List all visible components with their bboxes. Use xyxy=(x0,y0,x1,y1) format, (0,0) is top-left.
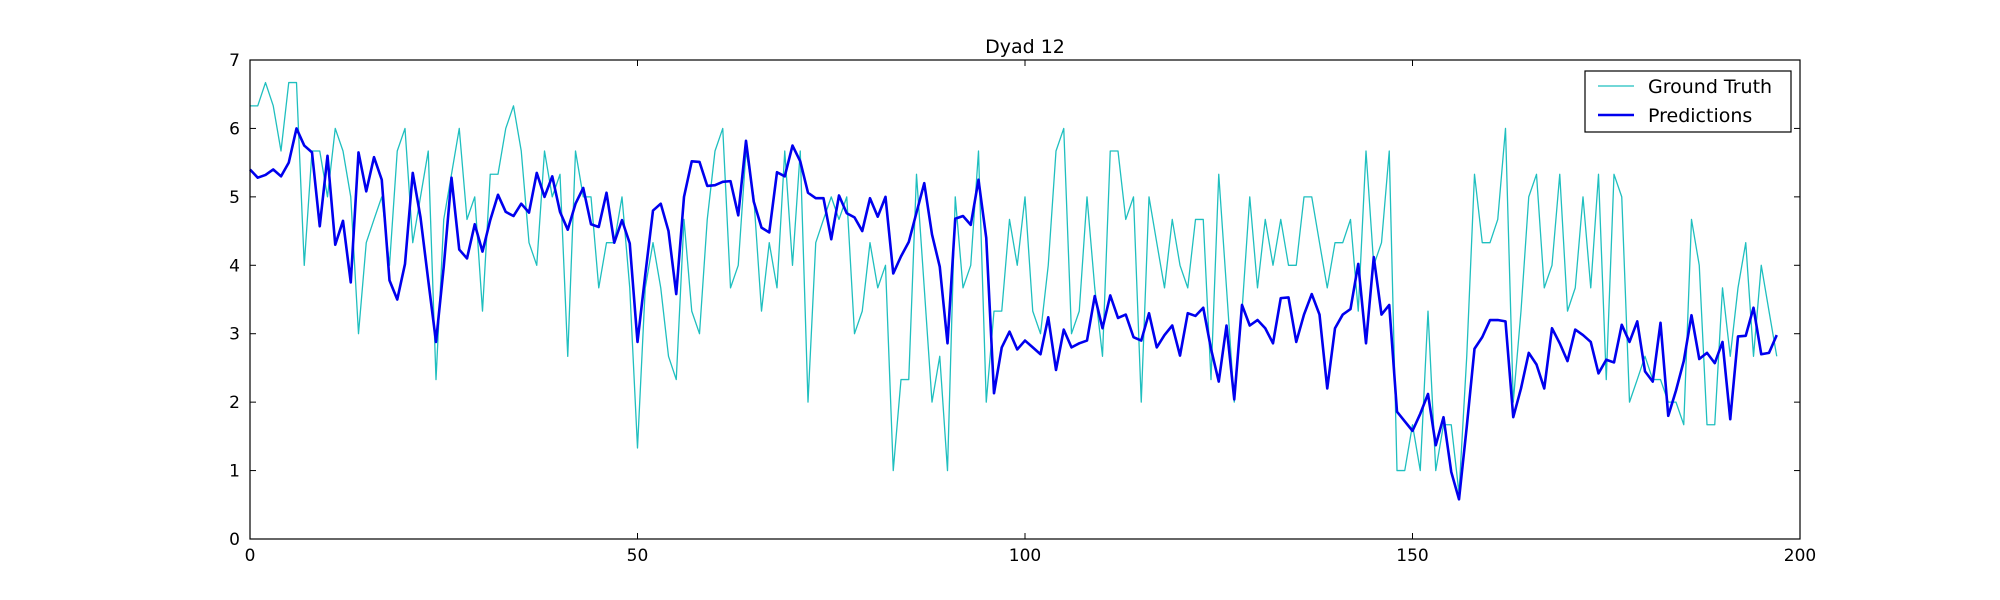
plot-frame xyxy=(249,59,1801,540)
legend-box xyxy=(1584,70,1792,133)
series-line-ground-truth xyxy=(250,81,1778,494)
x-tick-label: 200 xyxy=(1784,546,1816,566)
x-tick-label: 150 xyxy=(1396,546,1428,566)
x-tick-label: 50 xyxy=(627,546,649,566)
y-axis: 0 1 2 3 4 5 6 7 xyxy=(229,51,1800,550)
series-line-predictions xyxy=(249,127,1778,501)
y-tick-label: 5 xyxy=(229,188,240,208)
legend-label-ground-truth: Ground Truth xyxy=(1648,76,1772,98)
x-tick-label: 0 xyxy=(245,546,256,566)
legend-label-predictions: Predictions xyxy=(1648,105,1752,127)
series-layer xyxy=(249,81,1778,501)
y-tick-label: 0 xyxy=(229,530,240,550)
y-tick-label: 7 xyxy=(229,51,240,71)
x-axis: 0 50 100 150 200 xyxy=(245,60,1816,566)
y-tick-label: 4 xyxy=(229,256,240,276)
y-tick-label: 3 xyxy=(229,325,240,345)
y-tick-label: 2 xyxy=(229,393,240,413)
chart-title: Dyad 12 xyxy=(985,36,1065,58)
y-tick-label: 1 xyxy=(229,462,240,482)
x-tick-label: 100 xyxy=(1009,546,1041,566)
legend: Ground Truth Predictions xyxy=(1584,70,1792,133)
y-tick-label: 6 xyxy=(229,119,240,139)
